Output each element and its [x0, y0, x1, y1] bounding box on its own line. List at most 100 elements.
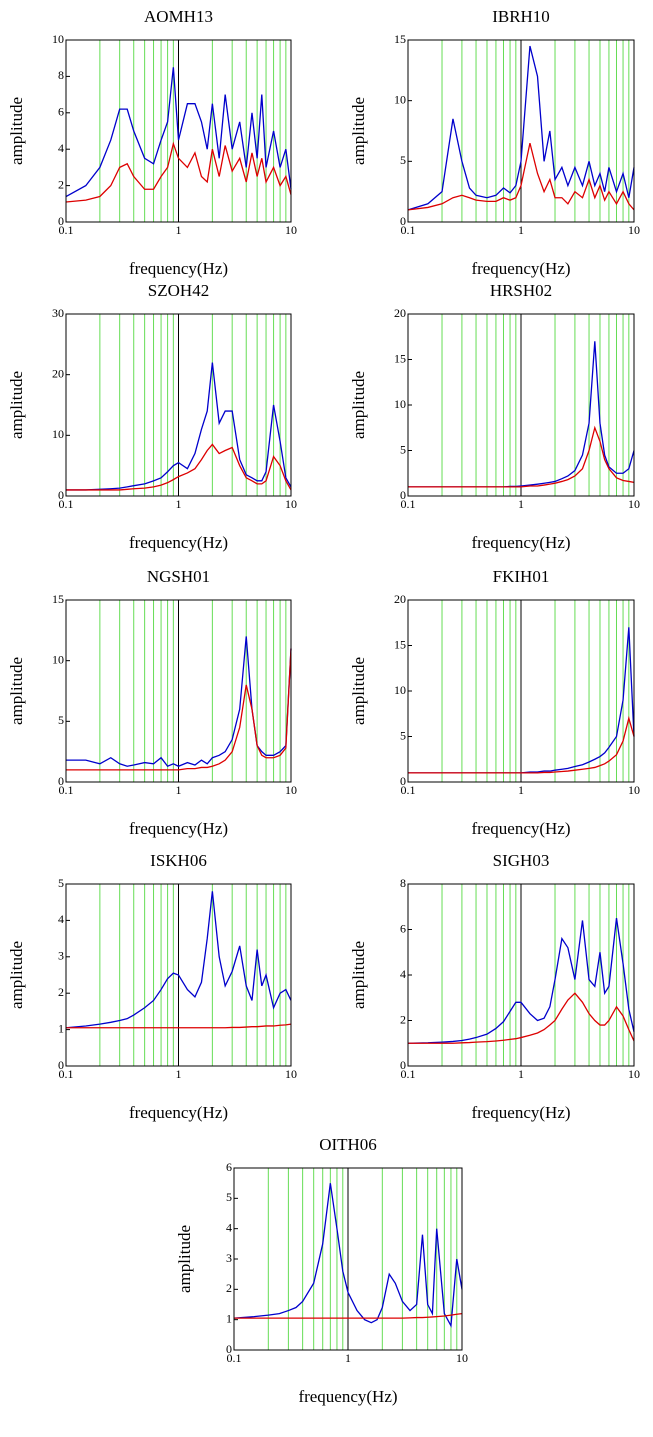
x-tick-label: 0.1 — [227, 1351, 242, 1365]
y-tick-label: 4 — [226, 1220, 232, 1234]
y-axis-label: amplitude — [7, 941, 26, 1009]
plot-frame — [407, 599, 635, 783]
y-tick-label: 0 — [58, 774, 64, 788]
plot-frame — [407, 313, 635, 497]
plot-frame — [65, 883, 292, 1067]
y-tick-label: 15 — [394, 637, 406, 651]
y-tick-label: 8 — [400, 876, 406, 890]
x-tick-label: 10 — [285, 783, 297, 797]
y-tick-label: 5 — [58, 713, 64, 727]
series-line — [407, 142, 635, 211]
x-axis-label: frequency(Hz) — [471, 259, 570, 278]
series-line — [408, 715, 635, 774]
series-line — [66, 1023, 292, 1029]
x-axis-label: frequency(Hz) — [471, 533, 570, 552]
chart-title: IBRH10 — [492, 7, 550, 26]
x-tick-label: 0.1 — [59, 783, 74, 797]
x-tick-label: 1 — [518, 1067, 524, 1081]
x-tick-label: 10 — [285, 223, 297, 237]
y-tick-label: 20 — [394, 306, 406, 320]
y-tick-label: 1 — [58, 1021, 64, 1035]
y-tick-label: 10 — [52, 32, 64, 46]
y-tick-label: 2 — [58, 985, 64, 999]
y-tick-label: 6 — [226, 1160, 232, 1174]
x-tick-label: 0.1 — [59, 1067, 74, 1081]
x-tick-label: 0.1 — [401, 783, 416, 797]
x-tick-label: 10 — [456, 1351, 468, 1365]
series-line — [407, 918, 635, 1044]
series-line — [408, 425, 635, 488]
x-tick-label: 1 — [176, 223, 182, 237]
x-tick-label: 0.1 — [401, 497, 416, 511]
series-line — [66, 443, 292, 491]
y-tick-label: 6 — [58, 105, 64, 119]
y-axis-label: amplitude — [7, 657, 26, 725]
y-tick-label: 10 — [52, 427, 64, 441]
chart-title: OITH06 — [319, 1135, 377, 1154]
chart-title: SIGH03 — [493, 851, 550, 870]
x-tick-label: 0.1 — [401, 1067, 416, 1081]
plot-frame — [233, 1167, 463, 1351]
y-tick-label: 10 — [394, 683, 406, 697]
y-tick-label: 10 — [52, 652, 64, 666]
x-tick-label: 1 — [345, 1351, 351, 1365]
y-tick-label: 5 — [400, 728, 406, 742]
y-tick-label: 4 — [58, 912, 64, 926]
y-tick-label: 5 — [400, 153, 406, 167]
y-axis-label: amplitude — [349, 657, 368, 725]
x-tick-label: 1 — [518, 497, 524, 511]
x-tick-label: 0.1 — [401, 223, 416, 237]
y-tick-label: 20 — [52, 366, 64, 380]
y-tick-label: 4 — [58, 141, 64, 155]
y-tick-label: 2 — [58, 177, 64, 191]
y-tick-label: 15 — [394, 32, 406, 46]
chart-title: SZOH42 — [148, 281, 209, 300]
y-tick-label: 20 — [394, 592, 406, 606]
y-tick-label: 0 — [400, 214, 406, 228]
x-axis-label: frequency(Hz) — [129, 819, 228, 838]
series-line — [408, 992, 635, 1044]
y-tick-label: 2 — [400, 1012, 406, 1026]
y-axis-label: amplitude — [175, 1225, 194, 1293]
x-tick-label: 0.1 — [59, 497, 74, 511]
y-tick-label: 8 — [58, 68, 64, 82]
plot-frame — [65, 599, 292, 783]
x-tick-label: 10 — [285, 1067, 297, 1081]
y-tick-label: 5 — [58, 876, 64, 890]
chart-title: ISKH06 — [150, 851, 207, 870]
chart-title: HRSH02 — [490, 281, 552, 300]
plot-frame — [65, 39, 292, 223]
y-axis-label: amplitude — [349, 97, 368, 165]
series-line — [66, 636, 292, 768]
x-tick-label: 10 — [628, 497, 640, 511]
series-line — [66, 648, 292, 771]
y-tick-label: 10 — [394, 92, 406, 106]
x-axis-label: frequency(Hz) — [471, 819, 570, 838]
plot-frame — [65, 313, 292, 497]
y-axis-label: amplitude — [349, 941, 368, 1009]
y-tick-label: 1 — [226, 1311, 232, 1325]
series-line — [65, 891, 292, 1029]
x-tick-label: 1 — [518, 223, 524, 237]
y-tick-label: 6 — [400, 921, 406, 935]
x-axis-label: frequency(Hz) — [129, 533, 228, 552]
x-axis-label: frequency(Hz) — [471, 1103, 570, 1122]
chart-title: NGSH01 — [147, 567, 210, 586]
y-tick-label: 0 — [400, 488, 406, 502]
y-tick-label: 5 — [226, 1190, 232, 1204]
y-tick-label: 15 — [52, 592, 64, 606]
y-tick-label: 0 — [58, 214, 64, 228]
x-axis-label: frequency(Hz) — [129, 1103, 228, 1122]
x-tick-label: 0.1 — [59, 223, 74, 237]
y-tick-label: 15 — [394, 351, 406, 365]
series-line — [407, 45, 635, 211]
series-line — [65, 141, 292, 203]
x-tick-label: 1 — [176, 497, 182, 511]
chart-title: AOMH13 — [144, 7, 213, 26]
y-axis-label: amplitude — [349, 371, 368, 439]
y-tick-label: 3 — [58, 949, 64, 963]
y-tick-label: 0 — [400, 1058, 406, 1072]
y-axis-label: amplitude — [7, 97, 26, 165]
plot-frame — [407, 39, 635, 223]
